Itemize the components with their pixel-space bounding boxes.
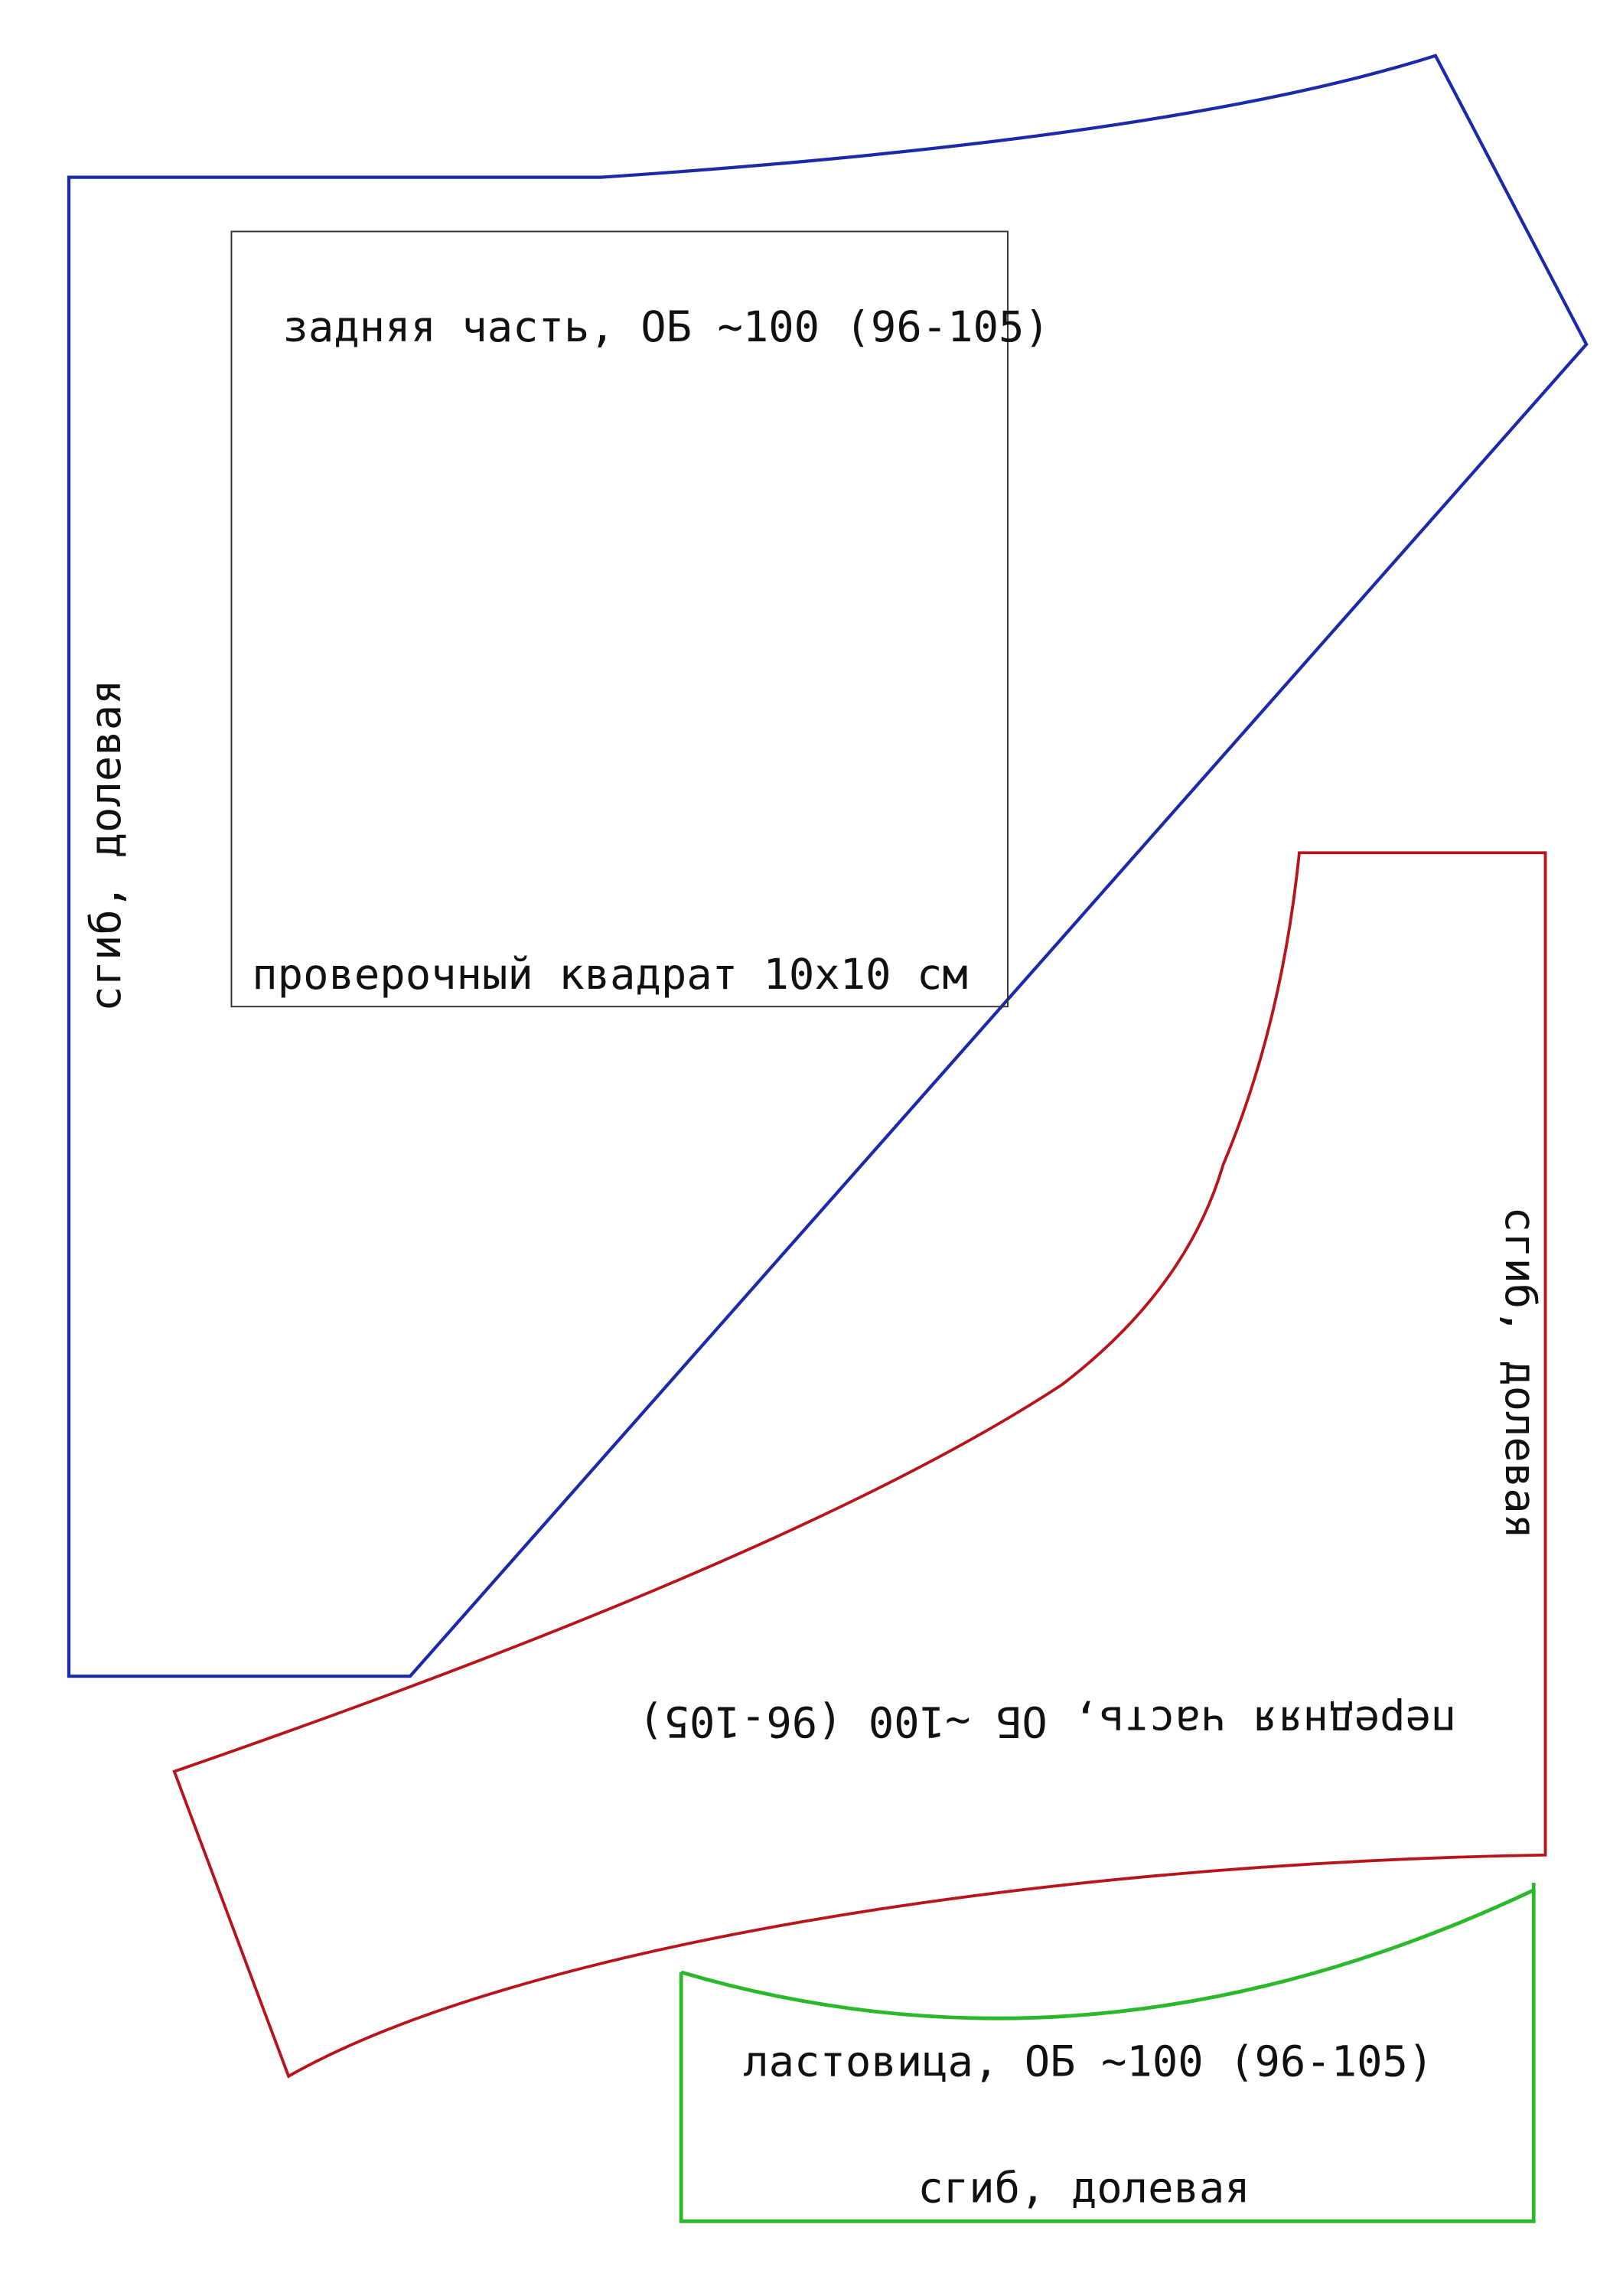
back-piece-label: задняя часть, ОБ ~100 (96-105) (282, 302, 1049, 352)
gusset-label: ластовица, ОБ ~100 (96-105) (743, 2037, 1433, 2087)
check-square-label: проверочный квадрат 10x10 см (252, 950, 968, 1000)
front-piece-label: передняя часть, ОБ ~100 (96-105) (638, 1697, 1456, 1746)
front-piece-outline (172, 851, 1547, 2079)
gusset-fold-label: сгиб, долевая (917, 2163, 1250, 2213)
front-fold-label: сгиб, долевая (1495, 1207, 1545, 1539)
check-square (230, 230, 1009, 1008)
back-fold-label: сгиб, долевая (81, 679, 131, 1011)
gusset-outline (679, 1883, 1536, 2223)
back-piece-outline (67, 54, 1589, 1678)
